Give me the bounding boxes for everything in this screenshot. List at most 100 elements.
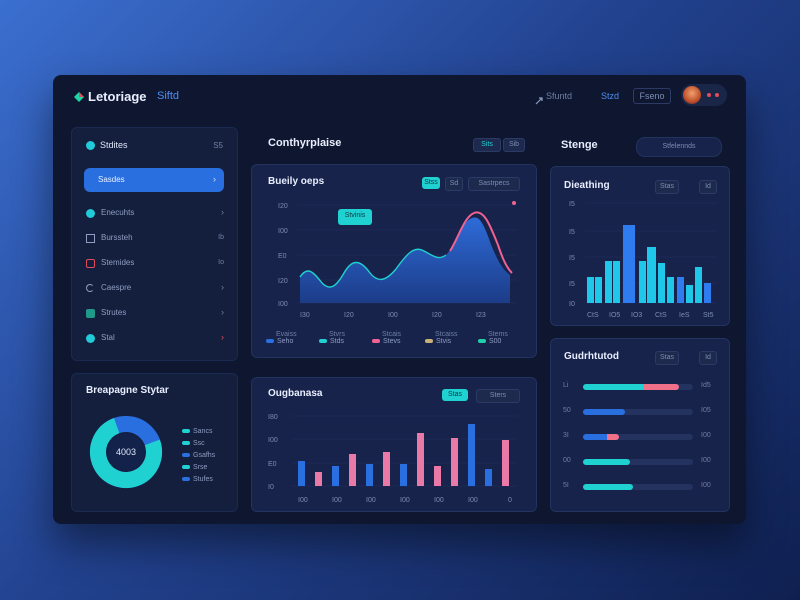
sidebar-item-value: Ib <box>218 234 224 241</box>
bar-chart-bars <box>587 225 711 303</box>
header-nav-button[interactable]: Fseno <box>633 88 671 104</box>
column-bar[interactable] <box>434 466 441 486</box>
header-nav-item-1[interactable]: Sfuntd <box>546 91 573 101</box>
bar[interactable] <box>704 283 711 303</box>
bar[interactable] <box>647 247 656 303</box>
x-tick-label: CtS <box>587 312 599 319</box>
header-nav-item-2[interactable]: Stzd <box>601 91 620 101</box>
bar[interactable] <box>658 263 665 303</box>
area-chart-tooltip[interactable]: Stvinis <box>338 209 372 225</box>
settings-icon <box>86 334 95 343</box>
bar[interactable] <box>677 277 684 303</box>
column-bar[interactable] <box>383 452 390 486</box>
bar-chart-chip-1[interactable]: Stas <box>655 180 679 194</box>
progress-row-label: 3I <box>563 432 569 439</box>
chevron-right-icon: › <box>213 174 216 184</box>
sidebar-item-5[interactable]: Strutes › <box>86 307 224 321</box>
column-bar[interactable] <box>332 466 339 486</box>
column-bar[interactable] <box>468 424 475 486</box>
overview-button-1[interactable]: Sits <box>473 138 501 152</box>
x-tick-label: IO5 <box>609 312 620 319</box>
x-tick-label: I30 <box>300 312 310 319</box>
y-tick-label: I5 <box>569 201 575 208</box>
progress-panel-chip-2[interactable]: Id <box>699 351 717 365</box>
sidebar-item-3[interactable]: Stemides Io <box>86 257 224 271</box>
bar[interactable] <box>695 267 702 303</box>
progress-panel-chip-1[interactable]: Stas <box>655 351 679 365</box>
legend-swatch-icon <box>478 339 486 344</box>
area-chart: I20 I00 E0 I20 I00 I30 I20 I00 I20 I23 <box>262 195 527 320</box>
column-chart-chip-2[interactable]: Sters <box>476 389 520 403</box>
bar[interactable] <box>605 261 612 303</box>
sidebar-title-value: S5 <box>213 141 223 150</box>
column-bar[interactable] <box>298 461 305 486</box>
sidebar-active-item[interactable]: Sasdes › <box>84 168 224 192</box>
bar-chart-chip-2[interactable]: Id <box>699 180 717 194</box>
legend-caption: Stcais <box>382 331 402 338</box>
bar[interactable] <box>623 225 635 303</box>
sidebar-item-2[interactable]: Burssteh Ib <box>86 232 224 246</box>
area-line-pink <box>449 211 513 274</box>
bar[interactable] <box>639 261 646 303</box>
y-tick-label: I00 <box>278 301 288 308</box>
column-bar[interactable] <box>315 472 322 486</box>
x-tick-label: I00 <box>332 497 342 504</box>
avatar[interactable] <box>683 86 701 104</box>
column-bar[interactable] <box>400 464 407 486</box>
area-legend-item[interactable]: Stcaiss Stvis <box>425 331 458 345</box>
right-section-button[interactable]: Stfelennds <box>636 137 722 157</box>
bar[interactable] <box>613 261 620 303</box>
area-legend-item[interactable]: Evaiss Seho <box>266 331 297 345</box>
progress-fill <box>583 484 633 490</box>
legend-label: Seho <box>277 338 294 345</box>
progress-row-label: 5I <box>563 482 569 489</box>
chevron-right-icon: › <box>221 307 224 317</box>
sidebar-item-1[interactable]: Enecuhts › <box>86 207 224 221</box>
column-bar[interactable] <box>502 440 509 486</box>
x-tick-label: I00 <box>298 497 308 504</box>
y-tick-label: I5 <box>569 281 575 288</box>
folder-icon <box>86 309 95 318</box>
area-legend-item[interactable]: Stcais Stevs <box>372 331 401 345</box>
progress-row-label: Li <box>563 382 569 389</box>
progress-track <box>583 434 693 440</box>
progress-row-value: Id5 <box>701 382 711 389</box>
sidebar-item-label: Burssteh <box>101 233 133 242</box>
column-bar[interactable] <box>349 454 356 486</box>
sidebar-title: Stdites <box>100 140 128 150</box>
legend-label: Stevs <box>383 338 401 345</box>
user-menu[interactable] <box>681 84 727 106</box>
column-bar[interactable] <box>451 438 458 486</box>
progress-fill <box>583 384 643 390</box>
bar[interactable] <box>595 277 602 303</box>
tooltip-label: Stvinis <box>344 212 366 219</box>
brand-name: Letoriage <box>88 89 147 104</box>
bar[interactable] <box>686 285 693 303</box>
area-chart-chip-1[interactable]: Stss <box>422 177 440 189</box>
overview-button-2[interactable]: Sib <box>503 138 525 152</box>
column-bars <box>298 424 509 486</box>
area-chart-chip-2[interactable]: Sd <box>445 177 463 191</box>
legend-swatch-icon <box>372 339 380 344</box>
area-legend-item[interactable]: Stvrs Stds <box>319 331 345 345</box>
bar[interactable] <box>587 277 594 303</box>
progress-row: Li Id5 <box>563 382 719 392</box>
progress-row: 5I I00 <box>563 482 719 492</box>
column-bar[interactable] <box>485 469 492 486</box>
x-tick-label: CtS <box>655 312 667 319</box>
column-bar[interactable] <box>417 433 424 486</box>
progress-fill <box>583 434 607 440</box>
bar[interactable] <box>667 277 674 303</box>
y-tick-label: I00 <box>268 437 278 444</box>
progress-row-label: 50 <box>563 407 571 414</box>
area-chart-chip-3[interactable]: Sastrpecs <box>468 177 520 191</box>
header-nav-icon[interactable] <box>535 92 543 105</box>
area-legend-item[interactable]: Stems S00 <box>478 331 508 345</box>
column-bar[interactable] <box>366 464 373 486</box>
progress-row-value: I00 <box>701 432 711 439</box>
sidebar-item-6[interactable]: Stal › <box>86 332 224 346</box>
column-chart-chip-1[interactable]: Stas <box>442 389 468 401</box>
sidebar-title-icon <box>86 141 95 150</box>
sidebar-item-4[interactable]: Caespre › <box>86 282 224 296</box>
brand-suffix: Siftd <box>157 90 180 102</box>
